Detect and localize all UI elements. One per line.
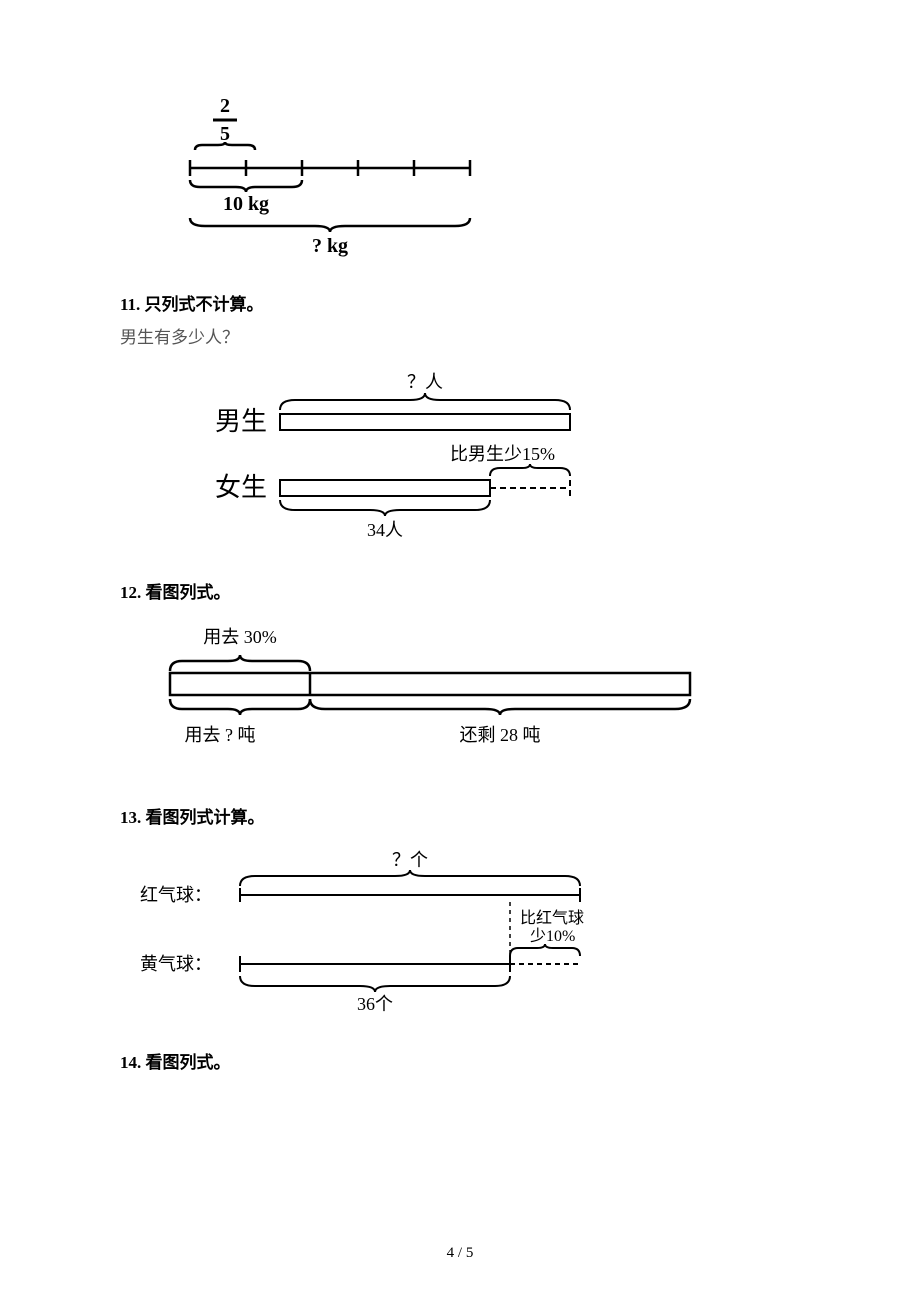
problem11-subtext: 男生有多少人？: [120, 323, 800, 348]
problem14-heading: 14. 看图列式。: [120, 1048, 800, 1073]
problem10-svg: 2 5 10 kg ? kg: [150, 90, 490, 260]
problem13-svg: ？个 红气球： 比红气球 少10% 黄气球： 36个: [130, 848, 680, 1018]
fraction-denominator: 5: [220, 123, 230, 145]
problem11-diagram: ？人 男生 比男生少15% 女生 34人: [160, 368, 800, 548]
brace-10kg: [190, 180, 302, 192]
problem12-svg: 用去 30% 用去 ? 吨 还剩 28 吨: [160, 623, 720, 773]
label-less: 比男生少15%: [450, 444, 555, 464]
label-used-q: 用去 ? 吨: [185, 725, 256, 745]
label-red: 红气球：: [140, 885, 212, 905]
brace-used-bottom: [170, 699, 310, 715]
label-less-line1: 比红气球: [520, 909, 584, 927]
problem10-diagram: 2 5 10 kg ? kg: [150, 90, 800, 260]
label-34: 34人: [367, 520, 403, 540]
label-boys: 男生: [215, 407, 267, 436]
brace-34: [280, 500, 490, 516]
girls-bar: [280, 480, 490, 496]
label-yellow: 黄气球：: [140, 954, 212, 974]
brace-boys-top: [280, 393, 570, 410]
brace-qkg: [190, 218, 470, 232]
label-remain: 还剩 28 吨: [460, 725, 541, 745]
label-10kg: 10 kg: [223, 193, 269, 215]
brace-less: [490, 464, 570, 476]
page-footer: 4 / 5: [0, 1245, 920, 1262]
problem13-heading: 13. 看图列式计算。: [120, 803, 800, 828]
label-girls: 女生: [215, 473, 267, 502]
brace-36: [240, 976, 510, 992]
label-qkg: ? kg: [312, 235, 348, 257]
problem11-svg: ？人 男生 比男生少15% 女生 34人: [160, 368, 660, 548]
label-q-count: ？个: [392, 850, 428, 870]
brace-remain: [310, 699, 690, 715]
problem13-diagram: ？个 红气球： 比红气球 少10% 黄气球： 36个: [130, 848, 800, 1018]
boys-bar: [280, 414, 570, 430]
brace-10pct: [510, 944, 580, 956]
label-used-pct: 用去 30%: [203, 627, 277, 647]
problem12-diagram: 用去 30% 用去 ? 吨 还剩 28 吨: [160, 623, 800, 773]
label-q-people: ？人: [407, 372, 443, 392]
problem11-heading: 11. 只列式不计算。: [120, 290, 800, 315]
problem12-heading: 12. 看图列式。: [120, 578, 800, 603]
brace-fraction: [195, 142, 255, 150]
brace-used-top: [170, 655, 310, 671]
main-bar: [170, 673, 690, 695]
fraction-numerator: 2: [220, 95, 230, 117]
label-36: 36个: [357, 994, 393, 1014]
brace-red-top: [240, 870, 580, 886]
label-less-line2: 少10%: [530, 927, 575, 945]
